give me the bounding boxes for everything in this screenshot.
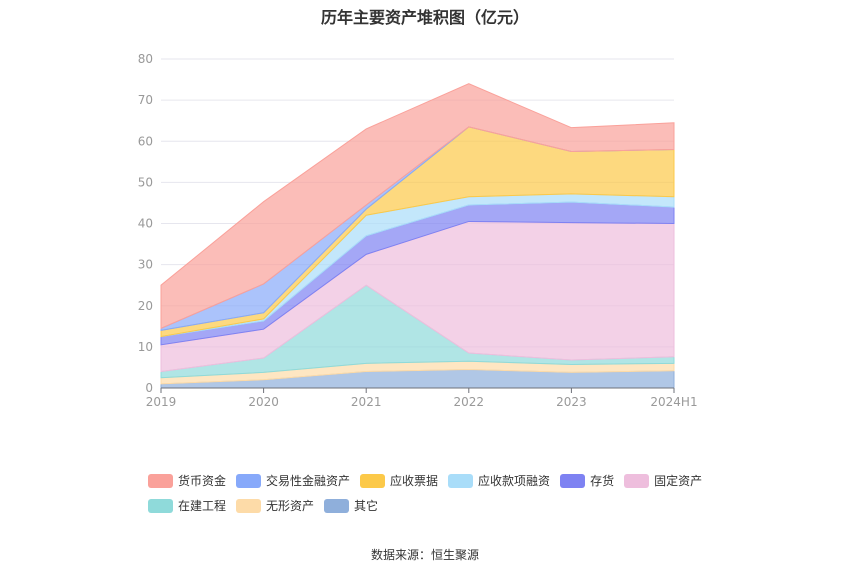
legend-label: 在建工程 xyxy=(178,499,227,513)
legend-item[interactable]: 固定资产 xyxy=(624,473,702,488)
legend-item[interactable]: 其它 xyxy=(324,498,378,513)
legend-swatch xyxy=(560,473,586,488)
legend-swatch xyxy=(448,473,474,488)
legend-item[interactable]: 应收款项融资 xyxy=(448,473,550,488)
y-tick-label: 50 xyxy=(138,175,153,189)
legend-swatch xyxy=(148,473,173,488)
legend-swatch xyxy=(360,473,386,488)
x-tick-label: 2022 xyxy=(454,395,485,409)
legend-label: 货币资金 xyxy=(178,474,227,488)
legend-swatch xyxy=(148,498,173,513)
legend-item[interactable]: 应收票据 xyxy=(360,473,438,488)
legend-item[interactable]: 交易性金融资产 xyxy=(236,473,350,488)
data-source-note: 数据来源：恒生聚源 xyxy=(370,548,479,562)
stacked-area-chart: 0 10 20 30 40 50 60 70 80 2019 2020 2021 2022 2023 202… xyxy=(138,52,698,409)
x-tick-label: 2020 xyxy=(248,395,279,409)
x-tick-label: 2019 xyxy=(146,395,177,409)
legend-label: 交易性金融资产 xyxy=(266,474,351,488)
x-tick-label: 2024H1 xyxy=(650,395,697,409)
area-series xyxy=(160,83,675,389)
legend-item[interactable]: 在建工程 xyxy=(148,498,226,513)
legend-item[interactable]: 存货 xyxy=(560,473,614,488)
axes: 0 10 20 30 40 50 60 70 80 2019 2020 2021 2022 2023 202… xyxy=(138,52,698,409)
legend-label: 应收款项融资 xyxy=(478,474,551,488)
y-tick-label: 20 xyxy=(138,299,153,313)
y-tick-label: 80 xyxy=(138,52,153,66)
y-tick-label: 10 xyxy=(138,340,153,354)
legend-item[interactable]: 无形资产 xyxy=(236,498,314,513)
x-tick-label: 2023 xyxy=(556,395,587,409)
y-tick-label: 60 xyxy=(138,134,153,148)
chart-title: 历年主要资产堆积图（亿元） xyxy=(320,8,529,27)
legend-label: 应收票据 xyxy=(390,474,439,488)
legend-swatch xyxy=(324,498,350,513)
y-tick-label: 0 xyxy=(145,381,153,395)
legend-label: 固定资产 xyxy=(654,474,703,488)
legend-label: 其它 xyxy=(354,499,379,513)
legend-swatch xyxy=(624,473,650,488)
legend-item[interactable]: 货币资金 xyxy=(148,473,226,488)
area-货币资金[interactable] xyxy=(160,83,675,330)
legend-label: 无形资产 xyxy=(266,499,315,513)
y-tick-label: 70 xyxy=(138,93,153,107)
legend-label: 存货 xyxy=(590,474,615,488)
y-tick-label: 30 xyxy=(138,258,153,272)
legend-swatch xyxy=(236,498,262,513)
legend-swatch xyxy=(236,473,262,488)
y-tick-label: 40 xyxy=(138,217,153,231)
x-tick-label: 2021 xyxy=(351,395,382,409)
legend: 货币资金 交易性金融资产 应收票据 应收款项融资 存货 固定资产在建工程 无形资产 其它 xyxy=(148,473,728,513)
